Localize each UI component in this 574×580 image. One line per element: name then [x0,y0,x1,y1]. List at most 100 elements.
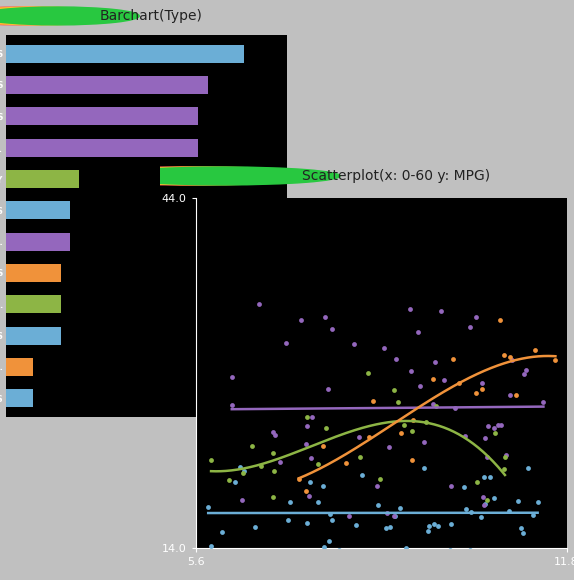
Point [363,369,372,378]
Bar [6,170,79,188]
Point [445,546,454,555]
Point [479,472,488,481]
Point [204,502,213,512]
Point [389,512,398,521]
Point [394,397,403,407]
Point [385,443,394,452]
Point [302,440,311,449]
Point [499,464,509,473]
Point [496,316,505,325]
Bar [6,295,61,313]
Bar [6,233,70,251]
Point [420,463,429,473]
Point [529,510,538,520]
Point [326,509,335,519]
Point [307,454,316,463]
Point [373,501,382,510]
Point [480,500,490,509]
Point [354,433,363,442]
Point [533,497,542,506]
Point [224,476,234,485]
Point [501,450,510,459]
Point [276,458,285,467]
Point [478,493,487,502]
Point [401,543,410,553]
Point [455,378,464,387]
Point [485,472,494,481]
Point [305,477,315,487]
Point [372,481,381,491]
Point [386,523,395,532]
Point [344,512,353,521]
Point [424,526,433,535]
Point [501,452,510,462]
Point [319,481,328,491]
Bar [6,139,199,157]
Point [460,483,469,492]
Point [321,312,330,321]
Point [439,375,448,385]
Point [268,428,277,437]
Point [421,418,430,427]
Point [523,463,533,473]
Point [431,401,440,411]
Point [497,420,506,429]
Point [328,515,337,524]
Point [461,505,471,514]
Point [400,420,409,430]
Bar [6,389,33,407]
Point [490,494,499,503]
Point [334,546,343,555]
Point [482,495,491,504]
Point [227,400,236,409]
Point [227,372,236,382]
Point [408,456,417,465]
Point [270,430,279,439]
Bar [6,45,244,63]
Point [471,388,480,397]
Point [376,474,385,484]
Point [294,474,303,484]
Point [327,324,336,334]
Point [255,299,264,309]
Point [451,403,460,412]
Point [250,523,259,532]
Point [530,346,540,355]
Point [230,477,239,486]
Point [447,481,456,491]
Circle shape [108,167,340,185]
Point [286,498,295,507]
Point [341,458,350,467]
Point [476,513,485,522]
Point [448,354,457,363]
Point [302,412,312,421]
Point [499,350,508,360]
Point [460,432,469,441]
Point [308,413,317,422]
Text: Barchart(Type): Barchart(Type) [99,9,202,23]
Point [429,400,438,409]
Point [434,522,443,531]
Point [313,459,323,469]
Point [238,495,247,504]
Point [425,521,434,531]
Point [480,433,490,443]
Point [379,343,388,353]
Point [355,452,364,461]
Bar [6,327,61,345]
Point [247,441,256,451]
Point [369,397,378,406]
Point [483,421,492,430]
Point [505,390,514,399]
Point [239,466,249,476]
Point [305,492,314,501]
Point [437,306,446,316]
Point [302,518,311,527]
Point [482,452,491,461]
Point [471,312,480,321]
Point [392,355,401,364]
Point [466,508,475,517]
Point [472,477,482,486]
Point [207,455,216,465]
Bar [6,201,70,219]
